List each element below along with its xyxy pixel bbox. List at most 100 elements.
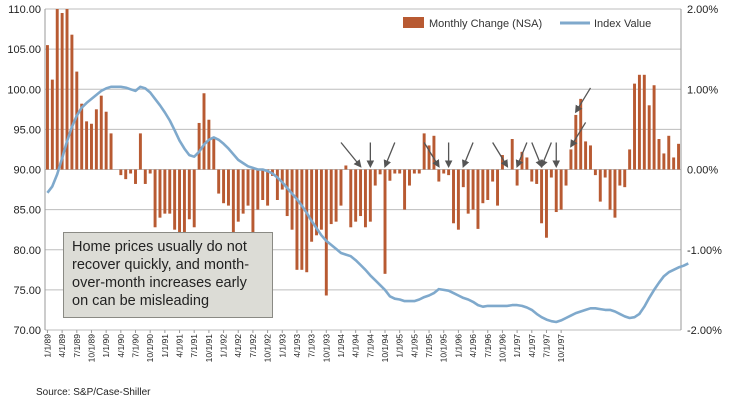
monthly-change-bar <box>55 9 59 170</box>
annotation-arrows <box>340 87 592 169</box>
right-axis-tick-label: 0.00% <box>687 165 718 177</box>
monthly-change-bar <box>280 169 284 190</box>
x-tick-label: 10/1/91 <box>204 334 214 363</box>
monthly-change-bar <box>334 169 338 222</box>
x-tick-label: 1/1/89 <box>42 334 52 358</box>
x-tick-label: 10/1/95 <box>439 334 449 363</box>
monthly-change-bar <box>329 169 333 225</box>
x-tick-label: 4/1/92 <box>233 334 243 358</box>
annotation-arrow <box>570 122 587 148</box>
monthly-change-bar <box>530 169 534 182</box>
monthly-change-bar <box>564 169 568 186</box>
annotation-arrow <box>531 142 543 168</box>
monthly-change-bar <box>486 169 490 200</box>
monthly-change-bar <box>515 169 519 186</box>
monthly-change-bar <box>256 169 260 210</box>
monthly-change-bar <box>182 169 186 234</box>
monthly-change-bar <box>412 169 416 174</box>
x-tick-label: 10/1/97 <box>556 334 566 363</box>
monthly-change-bar <box>603 169 607 178</box>
monthly-change-bar <box>148 169 152 174</box>
monthly-change-bar <box>393 169 397 174</box>
monthly-change-bar <box>422 133 426 170</box>
x-tick-label: 4/1/91 <box>175 334 185 358</box>
monthly-change-bars <box>45 9 681 296</box>
monthly-change-bar <box>633 83 636 170</box>
annotation-arrow <box>423 142 440 168</box>
monthly-change-bar <box>447 169 451 176</box>
monthly-change-bar <box>368 169 372 222</box>
x-tick-label: 4/1/94 <box>351 334 361 358</box>
right-axis-tick-label: 1.00% <box>687 84 718 96</box>
x-tick-label: 7/1/93 <box>307 334 317 358</box>
monthly-change-bar <box>241 169 245 214</box>
monthly-change-bar <box>525 157 529 170</box>
monthly-change-bar <box>275 169 279 200</box>
monthly-change-bar <box>540 169 544 224</box>
monthly-change-bar <box>574 114 578 170</box>
monthly-change-bar <box>315 169 318 236</box>
monthly-change-bar <box>476 169 480 229</box>
monthly-change-bar <box>65 9 69 170</box>
monthly-change-bar <box>50 79 54 170</box>
monthly-change-bar <box>349 169 353 228</box>
annotation-arrow <box>340 142 362 168</box>
left-axis-tick-label: 70.00 <box>13 325 41 337</box>
monthly-change-bar <box>305 169 309 273</box>
monthly-change-bar <box>417 169 421 174</box>
monthly-change-bar <box>231 169 235 234</box>
monthly-change-bar <box>339 169 343 206</box>
annotation-arrow <box>462 142 474 168</box>
left-axis-tick-label: 90.00 <box>13 165 41 177</box>
monthly-change-bar <box>432 135 436 170</box>
monthly-change-bar <box>398 169 402 174</box>
monthly-change-bar <box>310 169 314 242</box>
monthly-change-bar <box>608 169 612 210</box>
x-tick-label: 1/1/92 <box>219 334 229 358</box>
left-axis-tick-label: 80.00 <box>13 245 41 257</box>
monthly-change-bar <box>677 143 681 170</box>
monthly-change-bar <box>129 169 133 174</box>
annotation-arrow <box>540 142 552 168</box>
monthly-change-bar <box>672 157 676 170</box>
monthly-change-bar <box>637 74 641 170</box>
x-tick-label: 10/1/90 <box>145 334 155 363</box>
monthly-change-bar <box>75 71 79 170</box>
monthly-change-bar <box>388 169 392 181</box>
monthly-change-bar <box>295 169 299 270</box>
monthly-change-bar <box>266 169 270 206</box>
monthly-change-bar <box>319 169 323 230</box>
monthly-change-bar <box>217 169 221 194</box>
monthly-change-bar <box>491 169 495 182</box>
monthly-change-bar <box>598 169 602 202</box>
monthly-change-bar <box>45 45 49 170</box>
monthly-change-bar <box>187 169 191 220</box>
x-tick-label: 4/1/96 <box>468 334 478 358</box>
monthly-change-bar <box>236 169 240 222</box>
annotation-arrow <box>492 142 509 168</box>
monthly-change-bar <box>60 13 64 170</box>
monthly-change-bar <box>207 119 211 170</box>
monthly-change-bar <box>212 139 216 170</box>
monthly-change-bar <box>373 169 377 186</box>
monthly-change-bar <box>173 169 177 230</box>
x-tick-label: 7/1/89 <box>72 334 82 358</box>
monthly-change-bar <box>584 141 588 170</box>
monthly-change-bar <box>163 169 167 214</box>
monthly-change-bar <box>124 169 128 180</box>
monthly-change-bar <box>652 85 656 170</box>
annotation-arrow <box>575 87 592 114</box>
monthly-change-bar <box>300 169 304 270</box>
left-axis-tick-label: 75.00 <box>13 285 41 297</box>
monthly-change-bar <box>109 133 113 170</box>
legend-label-index-value: Index Value <box>594 18 651 30</box>
monthly-change-bar <box>85 121 89 170</box>
monthly-change-bar <box>344 165 348 170</box>
x-tick-label: 7/1/94 <box>365 334 375 358</box>
monthly-change-bar <box>471 169 475 210</box>
monthly-change-bar <box>510 139 514 170</box>
legend-swatch-monthly-change <box>403 17 424 28</box>
monthly-change-bar <box>222 169 226 204</box>
monthly-change-bar <box>158 169 162 218</box>
x-tick-label: 4/1/93 <box>292 334 302 358</box>
